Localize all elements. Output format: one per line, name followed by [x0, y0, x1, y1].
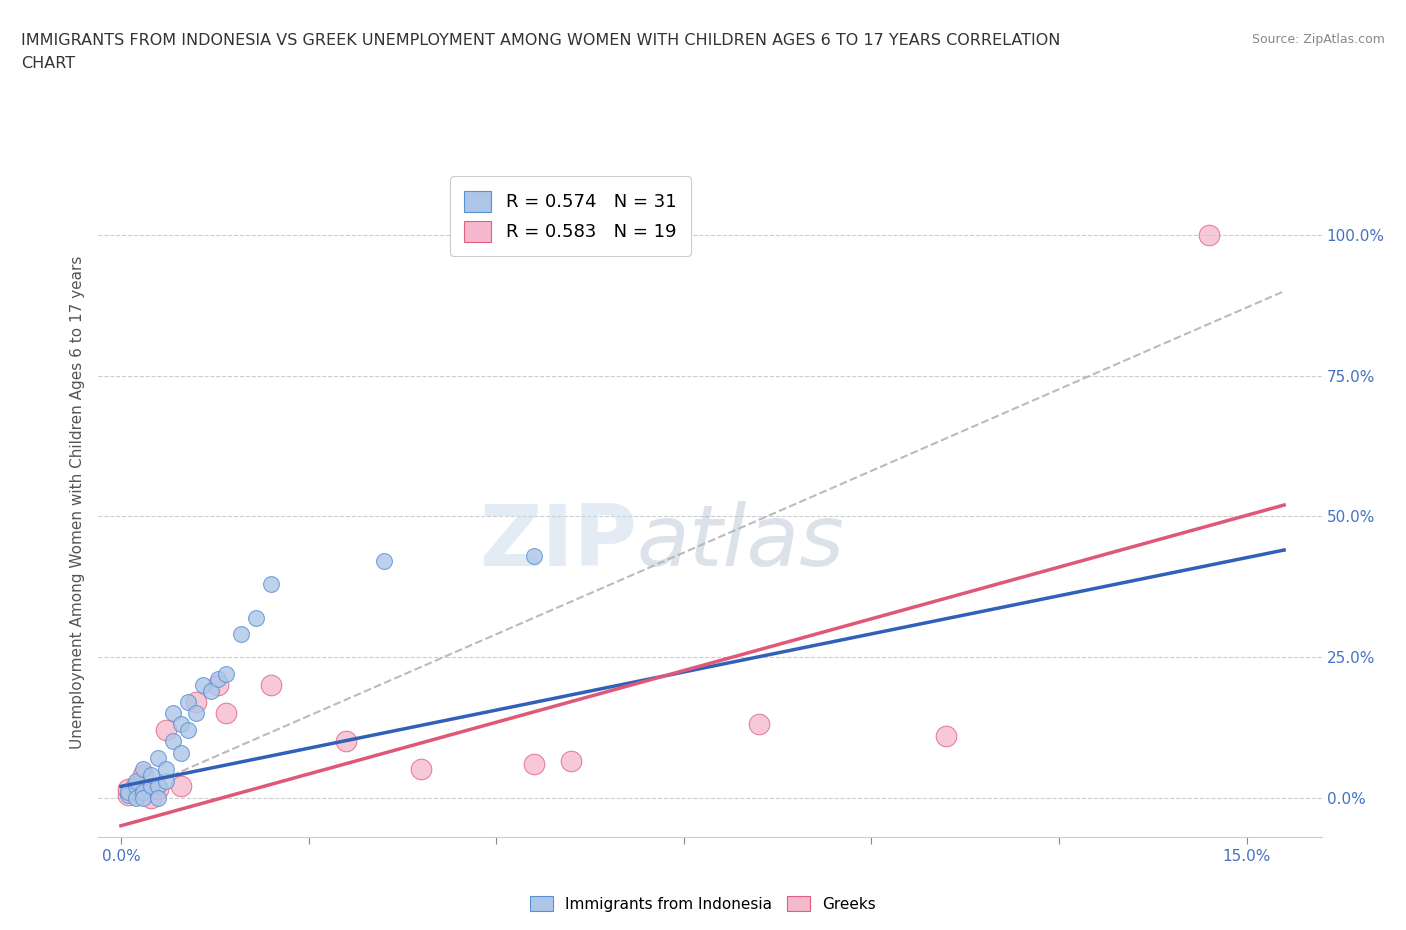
- Point: [132, 790, 155, 805]
- Point: [560, 753, 582, 768]
- Point: [155, 773, 177, 788]
- Point: [125, 779, 148, 794]
- Point: [184, 695, 207, 710]
- Point: [207, 672, 229, 687]
- Point: [162, 734, 184, 749]
- Point: [935, 728, 957, 743]
- Point: [139, 779, 162, 794]
- Point: [170, 745, 193, 760]
- Point: [139, 790, 162, 805]
- Point: [148, 790, 170, 805]
- Point: [215, 667, 238, 682]
- Point: [125, 779, 148, 794]
- Point: [245, 610, 267, 625]
- Point: [125, 790, 148, 805]
- Point: [215, 706, 238, 721]
- Point: [117, 782, 139, 797]
- Point: [148, 782, 170, 797]
- Point: [132, 785, 155, 800]
- Point: [193, 678, 215, 693]
- Point: [155, 723, 177, 737]
- Point: [411, 762, 433, 777]
- Point: [148, 779, 170, 794]
- Point: [523, 756, 546, 771]
- Point: [125, 773, 148, 788]
- Text: ZIP: ZIP: [479, 501, 637, 584]
- Point: [177, 723, 200, 737]
- Point: [155, 762, 177, 777]
- Point: [177, 695, 200, 710]
- Point: [139, 767, 162, 782]
- Text: atlas: atlas: [637, 501, 845, 584]
- Point: [229, 627, 252, 642]
- Point: [207, 678, 229, 693]
- Y-axis label: Unemployment Among Women with Children Ages 6 to 17 years: Unemployment Among Women with Children A…: [69, 256, 84, 749]
- Point: [117, 788, 139, 803]
- Point: [132, 762, 155, 777]
- Point: [523, 548, 546, 563]
- Text: IMMIGRANTS FROM INDONESIA VS GREEK UNEMPLOYMENT AMONG WOMEN WITH CHILDREN AGES 6: IMMIGRANTS FROM INDONESIA VS GREEK UNEMP…: [21, 33, 1060, 47]
- Text: Source: ZipAtlas.com: Source: ZipAtlas.com: [1251, 33, 1385, 46]
- Legend: R = 0.574   N = 31, R = 0.583   N = 19: R = 0.574 N = 31, R = 0.583 N = 19: [450, 177, 690, 256]
- Point: [117, 785, 139, 800]
- Point: [373, 554, 395, 569]
- Point: [184, 706, 207, 721]
- Point: [170, 717, 193, 732]
- Legend: Immigrants from Indonesia, Greeks: Immigrants from Indonesia, Greeks: [524, 889, 882, 918]
- Point: [335, 734, 357, 749]
- Point: [148, 751, 170, 765]
- Point: [117, 788, 139, 803]
- Point: [260, 577, 283, 591]
- Text: CHART: CHART: [21, 56, 75, 71]
- Point: [170, 779, 193, 794]
- Point: [200, 684, 222, 698]
- Point: [162, 706, 184, 721]
- Point: [260, 678, 283, 693]
- Point: [748, 717, 770, 732]
- Point: [132, 767, 155, 782]
- Point: [1198, 228, 1220, 243]
